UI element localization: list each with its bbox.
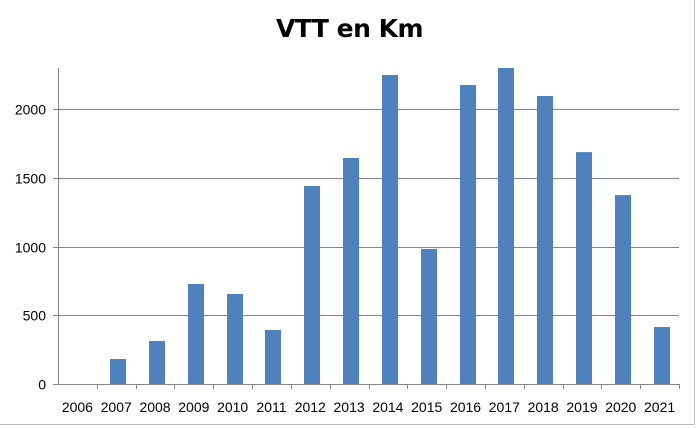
bar-2012 <box>304 186 320 384</box>
y-tick-label: 1500 <box>15 171 46 187</box>
x-tick-label: 2019 <box>566 399 597 415</box>
x-tick-label: 2011 <box>256 399 286 415</box>
bar-2021 <box>654 326 670 384</box>
bar-2016 <box>460 85 476 384</box>
bar-2013 <box>343 157 359 384</box>
bar-2007 <box>110 358 126 384</box>
y-tick-label: 500 <box>23 308 47 324</box>
x-tick-label: 2021 <box>644 399 675 415</box>
y-tick-label: 1000 <box>15 240 46 256</box>
bar-2010 <box>227 294 243 384</box>
axes <box>53 68 680 389</box>
x-tick-label: 2015 <box>411 399 442 415</box>
x-tick-label: 2013 <box>334 399 365 415</box>
bar-2008 <box>149 340 165 384</box>
bar-2019 <box>576 152 592 384</box>
x-tick-label: 2020 <box>605 399 636 415</box>
bar-2020 <box>615 195 631 384</box>
bar-2011 <box>265 330 281 384</box>
bar-2017 <box>498 68 514 384</box>
x-tick-label: 2014 <box>372 399 403 415</box>
bar-2015 <box>421 248 437 384</box>
x-tick-label: 2007 <box>101 399 132 415</box>
bar-2018 <box>537 96 553 384</box>
bar-2014 <box>382 75 398 384</box>
x-tick-label: 2017 <box>489 399 520 415</box>
x-tick-label: 2018 <box>528 399 559 415</box>
y-tick-label: 0 <box>38 377 46 393</box>
bar-2009 <box>188 283 204 384</box>
gridlines <box>58 109 679 316</box>
bar-series <box>110 68 670 384</box>
x-tick-label: 2009 <box>178 399 209 415</box>
x-tick-label: 2016 <box>450 399 481 415</box>
y-tick-label: 2000 <box>15 102 46 118</box>
x-tick-label: 2006 <box>62 399 93 415</box>
chart-title: VTT en Km <box>275 14 424 43</box>
x-tick-label: 2008 <box>139 399 170 415</box>
x-axis-labels: 2006 2007 2008 2009 2010 2011 2012 2013 2014 2015… <box>62 399 676 415</box>
x-tick-label: 2012 <box>295 399 326 415</box>
y-axis-labels: 0 500 1000 1500 2000 <box>15 102 46 393</box>
x-tick-label: 2010 <box>217 399 248 415</box>
